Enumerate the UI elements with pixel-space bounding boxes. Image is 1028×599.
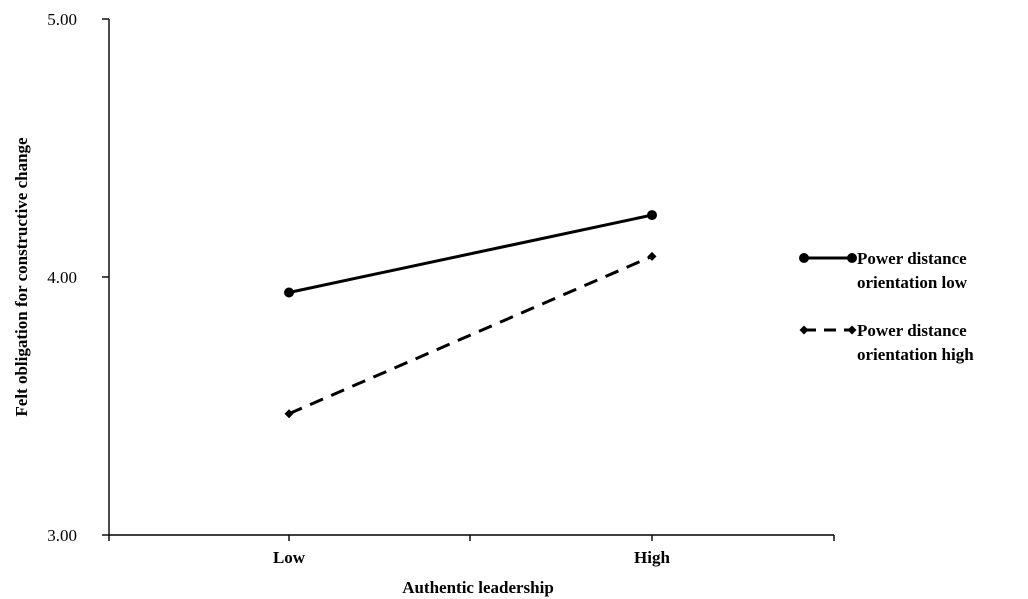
x-category-label: High <box>634 548 670 567</box>
legend-marker-1 <box>847 253 857 263</box>
series-line-1 <box>288 213 653 294</box>
x-axis-title: Authentic leadership <box>402 578 554 597</box>
legend: Power distance orientation low Power dista… <box>799 249 974 364</box>
legend-marker-2 <box>847 325 857 335</box>
legend-marker-2 <box>799 325 809 335</box>
y-tick-label: 4.00 <box>47 268 77 287</box>
series-1-point <box>284 287 294 298</box>
x-category-label: Low <box>273 548 306 567</box>
y-tick-label: 5.00 <box>47 10 77 29</box>
y-axis-title: Felt obligation for constructive change <box>12 137 31 417</box>
x-category-labels: Low High <box>273 548 671 567</box>
series-line-2 <box>288 254 653 416</box>
legend-label-1-line-1: Power distance <box>857 249 967 268</box>
legend-label-2-line-2: orientation high <box>857 345 974 364</box>
series-2-point <box>647 251 657 261</box>
y-tick-label: 3.00 <box>47 526 77 545</box>
legend-marker-1 <box>799 253 809 263</box>
series-2-point <box>284 409 294 419</box>
y-tick-marks <box>102 18 109 536</box>
y-tick-labels: 3.00 4.00 5.00 <box>47 10 77 545</box>
legend-label-2-line-1: Power distance <box>857 321 967 340</box>
x-tick-marks <box>108 535 835 541</box>
legend-label-1-line-2: orientation low <box>857 273 968 292</box>
series-1-point <box>647 210 657 221</box>
series-group <box>284 210 657 419</box>
